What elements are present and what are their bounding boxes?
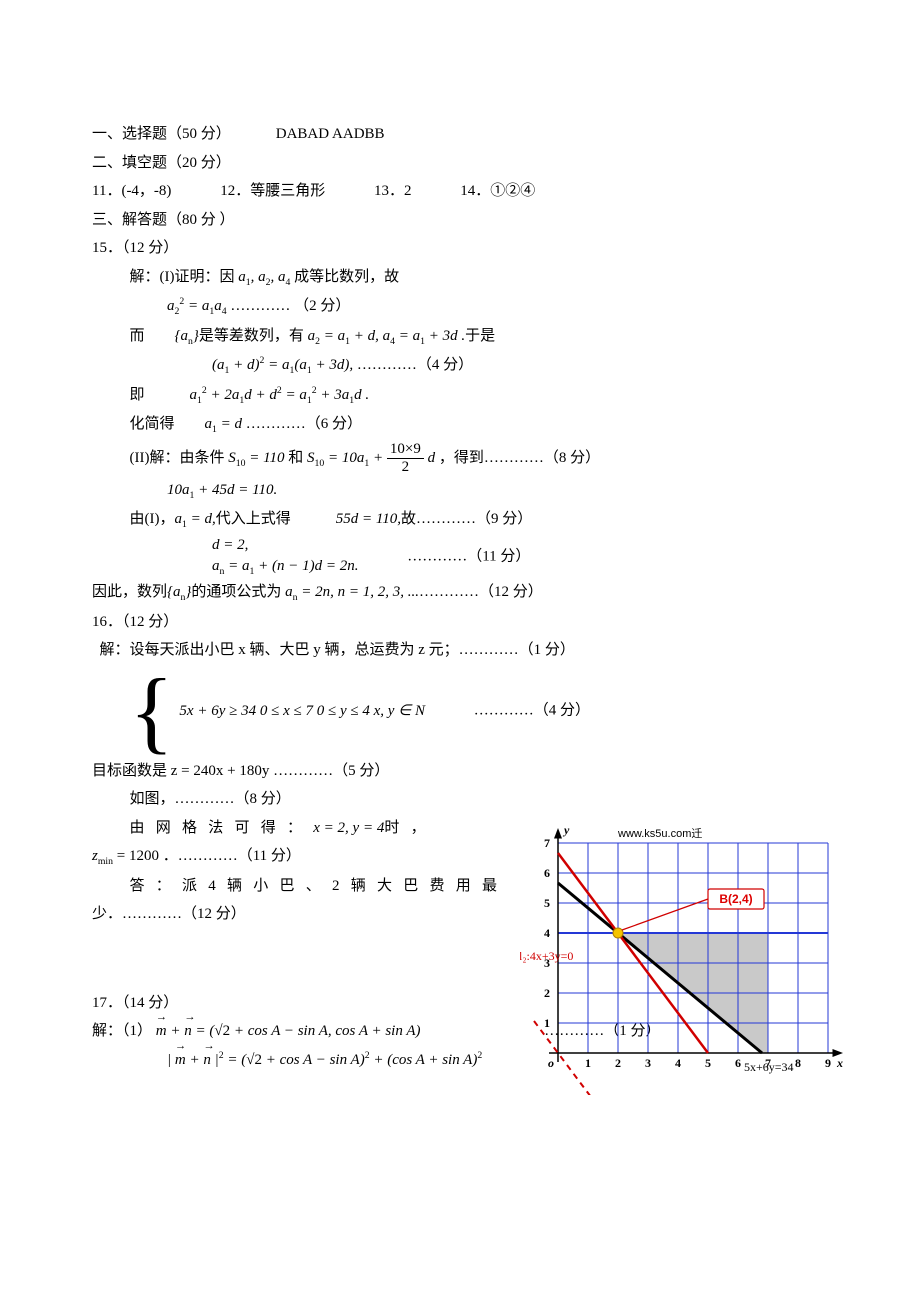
q15-line2: a22 = a1a4 ………… （2 分） <box>92 292 828 322</box>
section2-title: 二、填空题（20 分） <box>92 149 828 178</box>
svg-text:5x+6y=34: 5x+6y=34 <box>744 1060 794 1074</box>
q15-line4: (a1 + d)2 = a1(a1 + 3d), …………（4 分） <box>92 351 828 381</box>
svg-text:2: 2 <box>615 1056 621 1070</box>
q16-head: 16．（12 分） <box>92 608 828 637</box>
q15-line9: 由(I)，a1 = d,代入上式得55d = 110,故…………（9 分） <box>92 505 828 535</box>
q15-line7: (II)解：由条件 S10 = 110 和 S10 = 10a1 + 10×92… <box>92 440 828 476</box>
section3-title: 三、解答题（80 分 ） <box>92 206 828 235</box>
svg-text:2: 2 <box>544 986 550 1000</box>
q15-line10: d = 2, an = a1 + (n − 1)d = 2n. …………（11 … <box>92 535 828 579</box>
feasibility-chart: 1234567891234567oxyB(2,4)5x+6y=34l₂:4x+3… <box>520 795 860 1095</box>
q15-line11: 因此，数列{an}的通项公式为 an = 2n, n = 1, 2, 3, ..… <box>92 578 828 608</box>
svg-text:4: 4 <box>544 926 550 940</box>
q16-line1: 解：设每天派出小巴 x 辆、大巴 y 辆，总运费为 z 元；…………（1 分） <box>92 636 828 665</box>
fill-q12: 12．等腰三角形 <box>220 183 325 199</box>
svg-text:B(2,4): B(2,4) <box>719 892 752 906</box>
svg-text:1: 1 <box>585 1056 591 1070</box>
q16-grid: 由 网 格 法 可 得 ： x = 2, y = 4时 ， <box>92 814 512 843</box>
q15-line3: 而{an}是等差数列，有 a2 = a1 + d, a4 = a1 + 3d .… <box>92 322 828 352</box>
section1-answers: DABAD AADBB <box>276 126 385 142</box>
svg-text:x: x <box>836 1056 843 1070</box>
svg-text:9: 9 <box>825 1056 831 1070</box>
q16-objective: 目标函数是 z = 240x + 180y …………（5 分） <box>92 757 512 786</box>
q15-line1: 解：(I)证明：因 a1, a2, a4 成等比数列，故 <box>92 263 828 293</box>
q15-line8: 10a1 + 45d = 110. <box>92 476 828 506</box>
svg-text:8: 8 <box>795 1056 801 1070</box>
svg-text:o: o <box>548 1056 554 1070</box>
svg-text:6: 6 <box>735 1056 741 1070</box>
q16-system: { 5x + 6y ≥ 34 0 ≤ x ≤ 7 0 ≤ y ≤ 4 x, y … <box>92 665 828 757</box>
svg-text:l₂:4x+3y=0: l₂:4x+3y=0 <box>520 949 573 963</box>
svg-text:4: 4 <box>675 1056 681 1070</box>
svg-text:7: 7 <box>544 836 550 850</box>
fill-q13: 13．2 <box>374 183 412 199</box>
svg-text:6: 6 <box>544 866 550 880</box>
svg-text:1: 1 <box>544 1016 550 1030</box>
q16-fig: 如图，…………（8 分） <box>92 785 512 814</box>
q16-zmin: zmin = 1200 ．…………（11 分） <box>92 842 512 872</box>
q15-head: 15．（12 分） <box>92 234 828 263</box>
q15-line5: 即a12 + 2a1d + d2 = a12 + 3a1d . <box>92 381 828 411</box>
svg-text:5: 5 <box>544 896 550 910</box>
q15-line6: 化简得a1 = d …………（6 分） <box>92 410 828 440</box>
svg-text:y: y <box>562 823 570 837</box>
svg-text:www.ks5u.com迁: www.ks5u.com迁 <box>617 827 702 840</box>
q16-answer2: 少．…………（12 分） <box>92 900 512 929</box>
svg-text:3: 3 <box>645 1056 651 1070</box>
svg-text:5: 5 <box>705 1056 711 1070</box>
section1-title: 一、选择题（50 分） <box>92 126 231 142</box>
fill-q11: 11．(-4，-8) <box>92 183 171 199</box>
fill-q14: 14．①②④ <box>460 183 535 199</box>
q16-answer: 答 ： 派 4 辆 小 巴 、 2 辆 大 巴 费 用 最 <box>92 872 512 901</box>
